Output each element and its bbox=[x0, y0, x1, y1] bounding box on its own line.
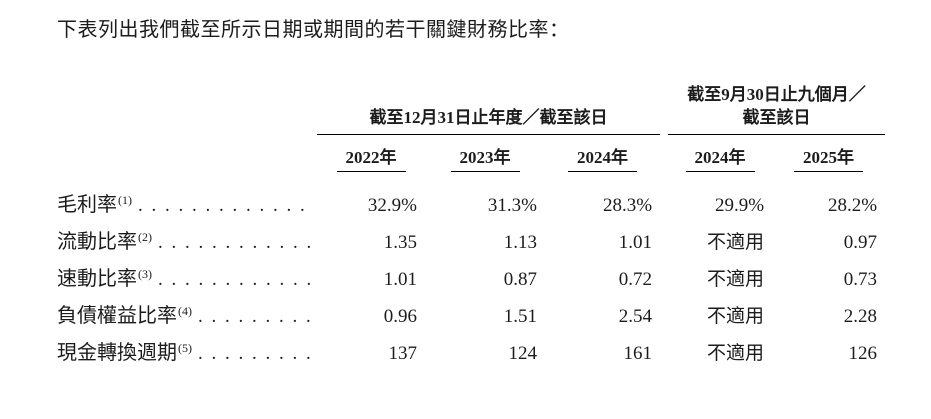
intro-text: 下表列出我們截至所示日期或期間的若干關鍵財務比率： bbox=[57, 19, 570, 41]
footnote-marker: (1) bbox=[118, 193, 132, 207]
table-row-debt-to-equity: 負債權益比率(4) . . . . . . . . . . . . . . . … bbox=[57, 297, 885, 334]
footnote-marker: (4) bbox=[178, 304, 192, 318]
cell-value: 126 bbox=[848, 343, 878, 364]
cell-value: 0.97 bbox=[843, 232, 878, 253]
group-header-annual-title: 截至12月31日止年度／截至該日 bbox=[369, 107, 608, 127]
cell-value: 0.87 bbox=[503, 269, 537, 290]
year-header-2023: 2023年 bbox=[425, 134, 545, 172]
group-gap bbox=[660, 134, 668, 172]
cell-value: 137 bbox=[388, 343, 418, 364]
row-label: 毛利率(1) bbox=[57, 193, 132, 216]
cell-value: 31.3% bbox=[487, 195, 537, 216]
cell-value: 0.73 bbox=[843, 269, 878, 290]
cell-value: 1.01 bbox=[618, 232, 653, 253]
year-header-2022: 2022年 bbox=[317, 134, 425, 172]
group-header-nine-months-line1: 截至9月30日止九個月／ bbox=[687, 84, 866, 104]
group-header-nine-months: 截至9月30日止九個月／ 截至該日 bbox=[668, 68, 886, 135]
cell-value: 1.13 bbox=[503, 232, 537, 253]
group-gap bbox=[660, 260, 668, 297]
group-gap bbox=[660, 172, 668, 223]
cell-value: 不適用 bbox=[707, 343, 765, 364]
year-header-2025-interim: 2025年 bbox=[772, 134, 885, 172]
footnote-marker: (2) bbox=[138, 230, 152, 244]
financial-ratios-table: 截至12月31日止年度／截至該日 截至9月30日止九個月／ 截至該日 2022年… bbox=[57, 68, 886, 371]
year-header-row: 2022年 2023年 2024年 2024年 2025年 bbox=[57, 134, 885, 172]
row-label: 流動比率(2) bbox=[57, 230, 152, 253]
table-row-gross-margin: 毛利率(1) . . . . . . . . . . . . . . . . .… bbox=[57, 172, 885, 223]
group-header-row: 截至12月31日止年度／截至該日 截至9月30日止九個月／ 截至該日 bbox=[57, 68, 886, 135]
group-gap bbox=[660, 297, 668, 334]
cell-value: 不適用 bbox=[707, 306, 765, 327]
year-header-2024-interim: 2024年 bbox=[668, 134, 772, 172]
cell-value: 1.35 bbox=[383, 232, 417, 253]
cell-value: 28.2% bbox=[827, 195, 878, 216]
header-spacer bbox=[57, 68, 317, 134]
cell-value: 2.54 bbox=[618, 306, 653, 327]
footnote-marker: (3) bbox=[138, 267, 152, 281]
group-gap bbox=[660, 223, 668, 260]
dot-leader: . . . . . . . . . . . . . . . . . . . . bbox=[138, 195, 311, 216]
footnote-marker: (5) bbox=[178, 341, 192, 355]
cell-value: 29.9% bbox=[714, 195, 765, 216]
group-header-nine-months-line2: 截至該日 bbox=[742, 107, 811, 127]
cell-value: 161 bbox=[623, 343, 653, 364]
table-row-cash-conversion-cycle: 現金轉換週期(5) . . . . . . . . . . . . . . . … bbox=[57, 334, 885, 371]
cell-value: 1.51 bbox=[503, 306, 537, 327]
table-row-current-ratio: 流動比率(2) . . . . . . . . . . . . . . . . … bbox=[57, 223, 885, 260]
dot-leader: . . . . . . . . . . . . . . . . . . . . bbox=[198, 343, 311, 364]
row-label: 速動比率(3) bbox=[57, 267, 152, 290]
cell-value: 1.01 bbox=[383, 269, 417, 290]
dot-leader: . . . . . . . . . . . . . . . . . . . . bbox=[158, 269, 311, 290]
table-row-quick-ratio: 速動比率(3) . . . . . . . . . . . . . . . . … bbox=[57, 260, 885, 297]
cell-value: 2.28 bbox=[843, 306, 878, 327]
cell-value: 不適用 bbox=[707, 232, 765, 253]
group-header-annual: 截至12月31日止年度／截至該日 bbox=[317, 68, 661, 135]
row-label: 負債權益比率(4) bbox=[57, 304, 192, 327]
dot-leader: . . . . . . . . . . . . . . . . . . . . bbox=[158, 232, 311, 253]
cell-value: 0.72 bbox=[618, 269, 653, 290]
row-label: 現金轉換週期(5) bbox=[57, 341, 192, 364]
header-spacer bbox=[57, 134, 317, 172]
year-header-2024: 2024年 bbox=[545, 134, 660, 172]
cell-value: 0.96 bbox=[383, 306, 417, 327]
cell-value: 32.9% bbox=[367, 195, 417, 216]
group-gap bbox=[660, 68, 668, 134]
dot-leader: . . . . . . . . . . . . . . . . . . . . bbox=[198, 306, 311, 327]
cell-value: 28.3% bbox=[602, 195, 653, 216]
cell-value: 不適用 bbox=[707, 269, 765, 290]
cell-value: 124 bbox=[508, 343, 538, 364]
group-gap bbox=[660, 334, 668, 371]
